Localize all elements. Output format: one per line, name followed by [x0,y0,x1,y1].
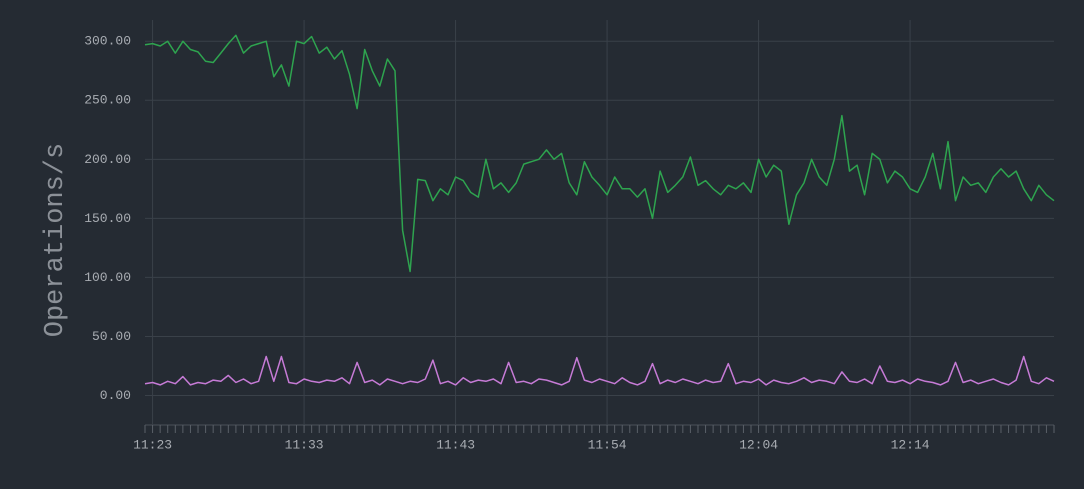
x-tick-label: 11:23 [133,437,172,452]
x-tick-label: 11:33 [285,437,324,452]
series-line [144,355,1055,386]
series-line [144,34,1055,273]
x-tick-label: 12:14 [891,437,930,452]
y-tick-label: 250.00 [84,93,131,108]
y-tick-label: 50.00 [92,329,131,344]
y-tick-label: 0.00 [100,388,131,403]
y-tick-label: 200.00 [84,152,131,167]
y-axis-label: Operations/s [41,143,71,337]
y-tick-label: 150.00 [84,211,131,226]
x-tick-label: 11:54 [588,437,627,452]
x-tick-label: 11:43 [436,437,475,452]
x-tick-label: 12:04 [739,437,778,452]
y-tick-label: 300.00 [84,34,131,49]
y-tick-label: 100.00 [84,270,131,285]
